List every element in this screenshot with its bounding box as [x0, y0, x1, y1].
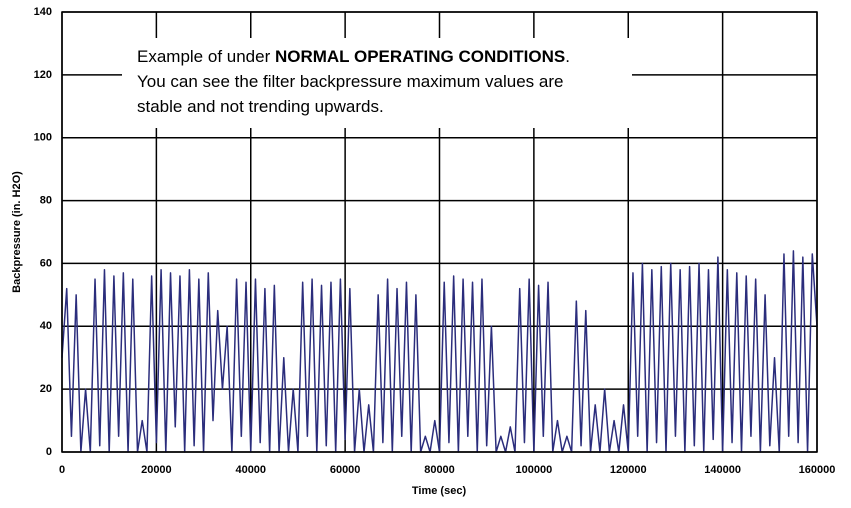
y-axis-label: Backpressure (in. H2O): [11, 171, 23, 293]
x-tick-label: 0: [59, 464, 65, 476]
x-tick-label: 120000: [610, 464, 647, 476]
y-tick-label: 80: [40, 194, 52, 206]
annotation-box: [122, 38, 632, 128]
annotation-bold: NORMAL OPERATING CONDITIONS: [275, 47, 565, 66]
annotation-line: Example of under NORMAL OPERATING CONDIT…: [137, 47, 570, 66]
x-tick-label: 140000: [704, 464, 741, 476]
x-tick-label: 40000: [235, 464, 266, 476]
y-tick-label: 20: [40, 383, 52, 395]
annotation-line: You can see the filter backpressure maxi…: [137, 72, 563, 91]
x-tick-label: 60000: [330, 464, 361, 476]
x-tick-label: 100000: [516, 464, 553, 476]
y-tick-label: 0: [46, 446, 52, 458]
annotation-text: Example of under: [137, 47, 275, 66]
x-axis-label: Time (sec): [412, 485, 467, 497]
annotation-text: .: [565, 47, 570, 66]
x-tick-label: 80000: [424, 464, 455, 476]
y-tick-label: 40: [40, 320, 52, 332]
y-tick-label: 100: [34, 132, 52, 144]
y-tick-label: 140: [34, 6, 52, 18]
annotation-line: stable and not trending upwards.: [137, 97, 384, 116]
y-tick-label: 120: [34, 69, 52, 81]
plot-border: [61, 11, 818, 453]
x-tick-label: 160000: [799, 464, 836, 476]
y-tick-label: 60: [40, 257, 52, 269]
x-tick-label: 20000: [141, 464, 172, 476]
